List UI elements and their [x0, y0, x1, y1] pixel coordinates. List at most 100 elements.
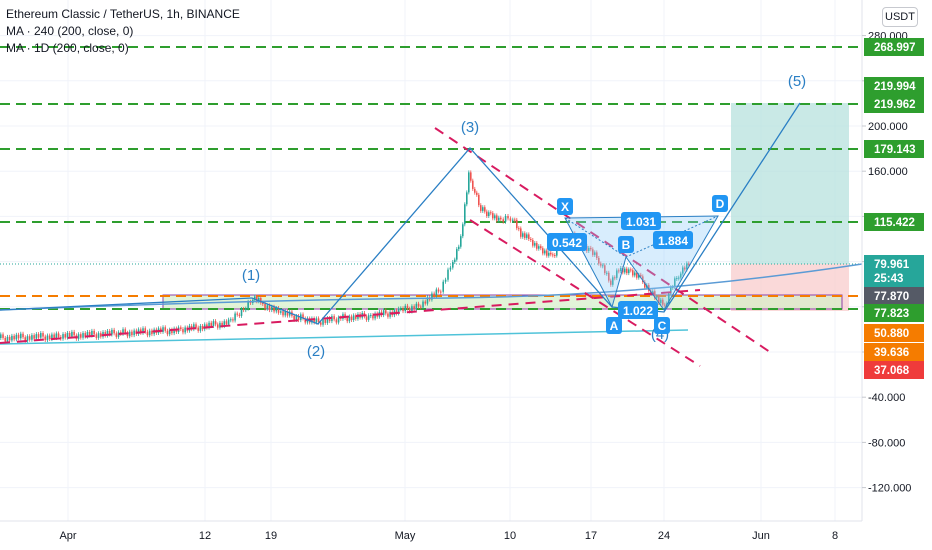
candle[interactable]	[552, 254, 554, 256]
candle[interactable]	[548, 252, 550, 256]
candle[interactable]	[618, 270, 620, 272]
candle[interactable]	[258, 298, 260, 302]
candle[interactable]	[284, 311, 287, 316]
candle[interactable]	[488, 212, 490, 216]
candle[interactable]	[100, 333, 102, 337]
candle[interactable]	[337, 317, 340, 323]
candle[interactable]	[148, 330, 151, 336]
candle[interactable]	[668, 293, 670, 304]
candle[interactable]	[447, 269, 449, 280]
candle[interactable]	[195, 324, 197, 328]
candle[interactable]	[115, 333, 118, 337]
candle[interactable]	[166, 330, 169, 335]
candle[interactable]	[550, 252, 552, 255]
candle[interactable]	[437, 289, 440, 292]
candle[interactable]	[526, 234, 528, 238]
target-zone[interactable]	[731, 103, 849, 264]
candle[interactable]	[415, 303, 418, 310]
candle[interactable]	[492, 213, 494, 219]
candle[interactable]	[293, 315, 295, 320]
candle[interactable]	[662, 299, 664, 305]
candle[interactable]	[424, 301, 427, 304]
candle[interactable]	[426, 297, 429, 304]
candle[interactable]	[408, 308, 411, 312]
ma-240-line[interactable]	[0, 263, 863, 311]
candle[interactable]	[317, 318, 320, 323]
candle[interactable]	[496, 215, 498, 221]
candle[interactable]	[612, 277, 614, 285]
candle[interactable]	[522, 233, 524, 237]
candle[interactable]	[468, 172, 470, 193]
candle[interactable]	[476, 192, 478, 195]
candle[interactable]	[435, 289, 438, 296]
candle[interactable]	[642, 276, 644, 282]
wave-label[interactable]: (3)	[461, 119, 479, 136]
candle[interactable]	[311, 318, 313, 323]
candle[interactable]	[350, 316, 353, 320]
candle[interactable]	[509, 218, 512, 221]
time-axis[interactable]	[0, 521, 932, 550]
candle[interactable]	[466, 192, 468, 205]
candle[interactable]	[42, 333, 44, 337]
base-trendline[interactable]	[0, 289, 701, 344]
candle[interactable]	[17, 334, 20, 339]
wave-lead[interactable]	[0, 297, 253, 311]
candle[interactable]	[596, 252, 598, 258]
candle[interactable]	[614, 277, 616, 279]
candle[interactable]	[212, 321, 215, 327]
candle[interactable]	[286, 311, 289, 316]
candle[interactable]	[632, 270, 634, 276]
candle[interactable]	[594, 252, 596, 255]
candle[interactable]	[370, 315, 372, 317]
candle[interactable]	[201, 325, 204, 330]
candle[interactable]	[108, 330, 111, 335]
pattern-point-badge[interactable]	[606, 317, 622, 334]
candle[interactable]	[210, 322, 213, 327]
price-tag[interactable]	[864, 77, 924, 95]
candle[interactable]	[227, 319, 230, 325]
candle[interactable]	[684, 267, 686, 270]
candle[interactable]	[387, 313, 389, 317]
candle[interactable]	[256, 296, 258, 302]
candle[interactable]	[223, 321, 226, 327]
candle[interactable]	[46, 335, 49, 341]
candle[interactable]	[472, 180, 474, 189]
candle[interactable]	[474, 188, 476, 193]
candle[interactable]	[35, 334, 38, 339]
candle[interactable]	[346, 317, 349, 322]
candle[interactable]	[197, 327, 199, 331]
candle[interactable]	[208, 322, 210, 328]
candle[interactable]	[111, 329, 113, 335]
candle[interactable]	[40, 333, 42, 338]
candle[interactable]	[397, 308, 400, 314]
candle[interactable]	[295, 315, 298, 320]
candle[interactable]	[686, 263, 688, 270]
candle[interactable]	[542, 248, 544, 254]
lower-trendline[interactable]	[469, 219, 701, 367]
candle[interactable]	[528, 234, 530, 239]
candle[interactable]	[214, 321, 217, 325]
candle[interactable]	[367, 315, 370, 320]
candle[interactable]	[219, 322, 221, 328]
candle[interactable]	[171, 329, 173, 334]
candle[interactable]	[610, 280, 612, 285]
candle[interactable]	[518, 228, 520, 230]
candle[interactable]	[236, 313, 239, 315]
candle[interactable]	[282, 311, 284, 316]
candle[interactable]	[162, 327, 164, 332]
candle[interactable]	[678, 277, 680, 279]
candle[interactable]	[372, 315, 374, 319]
candle[interactable]	[60, 336, 62, 339]
candle[interactable]	[504, 216, 507, 222]
candle[interactable]	[385, 310, 387, 314]
candle[interactable]	[320, 322, 322, 325]
candle[interactable]	[664, 304, 666, 306]
candle[interactable]	[530, 239, 532, 240]
ratio-badge[interactable]	[547, 233, 587, 251]
candle[interactable]	[273, 306, 275, 312]
candle[interactable]	[51, 334, 53, 340]
candle[interactable]	[588, 247, 590, 251]
candle[interactable]	[11, 335, 13, 341]
candle[interactable]	[232, 319, 234, 321]
